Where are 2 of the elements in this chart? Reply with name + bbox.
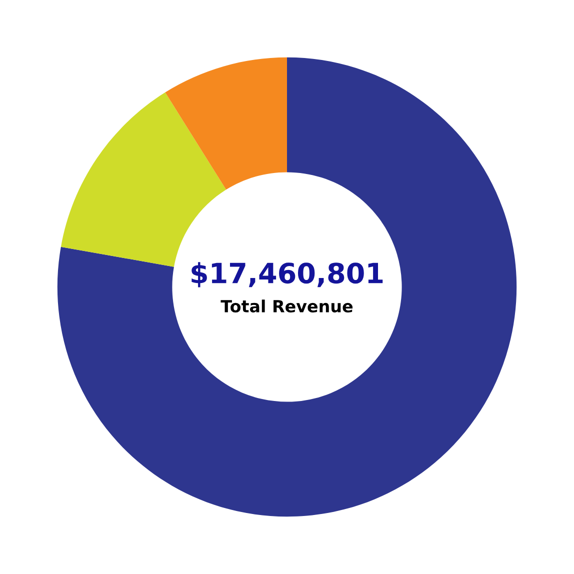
text: $17,460,801: [192, 262, 383, 288]
text: Total Revenue: [220, 300, 353, 312]
